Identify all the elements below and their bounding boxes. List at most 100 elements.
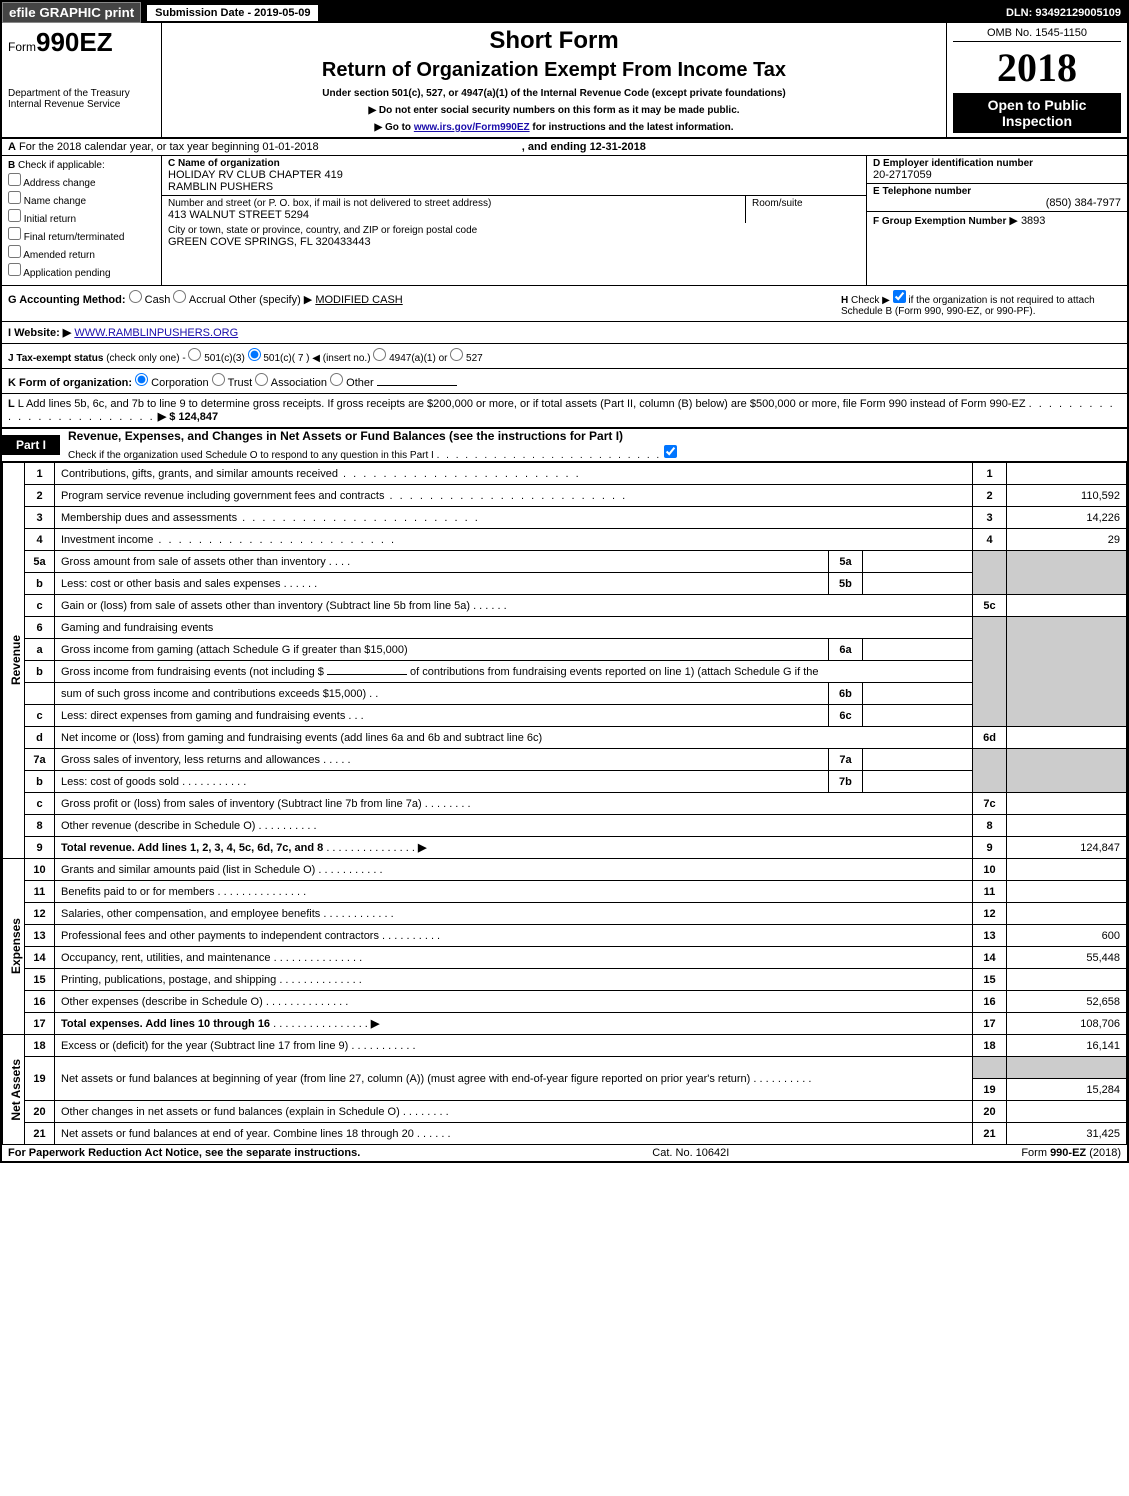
table-row: b Less: cost or other basis and sales ex… xyxy=(3,573,1127,595)
check-label: Application pending xyxy=(23,268,110,279)
line-desc: Printing, publications, postage, and shi… xyxy=(61,974,276,986)
g-label: G Accounting Method: xyxy=(8,294,126,306)
check-amended-return[interactable]: Amended return xyxy=(8,245,155,261)
part1-label: Part I xyxy=(2,435,60,455)
line-num: c xyxy=(25,595,55,617)
table-row: 15 Printing, publications, postage, and … xyxy=(3,969,1127,991)
line-num: 15 xyxy=(25,969,55,991)
table-row: 12 Salaries, other compensation, and emp… xyxy=(3,903,1127,925)
line-val: 29 xyxy=(1007,529,1127,551)
line-rnum: 14 xyxy=(973,947,1007,969)
line-num: 10 xyxy=(25,859,55,881)
return-title: Return of Organization Exempt From Incom… xyxy=(168,59,940,82)
website-link[interactable]: WWW.RAMBLINPUSHERS.ORG xyxy=(74,327,238,339)
line-rnum: 1 xyxy=(973,463,1007,485)
mid-val xyxy=(862,683,972,705)
radio-527[interactable] xyxy=(450,348,463,361)
line-desc: Occupancy, rent, utilities, and maintena… xyxy=(61,952,271,964)
line-num: c xyxy=(25,705,55,727)
line-val xyxy=(1007,903,1127,925)
table-row: Revenue 1 Contributions, gifts, grants, … xyxy=(3,463,1127,485)
check-initial-return[interactable]: Initial return xyxy=(8,209,155,225)
form-990ez: 990EZ xyxy=(36,27,113,57)
line-rnum: 21 xyxy=(973,1123,1007,1145)
line-num: c xyxy=(25,793,55,815)
efile-print-button[interactable]: efile GRAPHIC print xyxy=(2,2,141,23)
line-num: d xyxy=(25,727,55,749)
line-desc: Net assets or fund balances at beginning… xyxy=(61,1073,750,1085)
net-assets-side-label: Net Assets xyxy=(9,1059,23,1121)
check-address-change[interactable]: Address change xyxy=(8,173,155,189)
part1-table: Revenue 1 Contributions, gifts, grants, … xyxy=(2,462,1127,1145)
table-row: b Less: cost of goods sold . . . . . . .… xyxy=(3,771,1127,793)
j-opt2: 501(c)( 7 ) ◀ (insert no.) xyxy=(263,353,370,364)
header-right: OMB No. 1545-1150 2018 Open to Public In… xyxy=(947,23,1127,137)
city-value: GREEN COVE SPRINGS, FL 320433443 xyxy=(168,236,860,248)
check-final-return[interactable]: Final return/terminated xyxy=(8,227,155,243)
checkbox-initial-return[interactable] xyxy=(8,209,21,222)
radio-other[interactable] xyxy=(330,373,343,386)
room-suite-label: Room/suite xyxy=(752,198,860,209)
radio-4947[interactable] xyxy=(373,348,386,361)
table-row: 19 Net assets or fund balances at beginn… xyxy=(3,1057,1127,1079)
line-val: 16,141 xyxy=(1007,1035,1127,1057)
table-row: 17 Total expenses. Add lines 10 through … xyxy=(3,1013,1127,1035)
radio-cash[interactable] xyxy=(129,290,142,303)
k-opt1: Corporation xyxy=(151,377,208,389)
footer: For Paperwork Reduction Act Notice, see … xyxy=(2,1145,1127,1161)
line-rnum: 12 xyxy=(973,903,1007,925)
line-num: 4 xyxy=(25,529,55,551)
radio-accrual[interactable] xyxy=(173,290,186,303)
a-ending: , and ending 12-31-2018 xyxy=(522,141,646,153)
opt-cash: Cash xyxy=(145,294,171,306)
line-desc: Gross income from fundraising events (no… xyxy=(61,666,324,678)
table-row: 2 Program service revenue including gove… xyxy=(3,485,1127,507)
line-desc: sum of such gross income and contributio… xyxy=(61,688,366,700)
j-opt4: 527 xyxy=(466,353,483,364)
k-opt4: Other xyxy=(346,377,374,389)
radio-501c[interactable] xyxy=(248,348,261,361)
line-val xyxy=(1007,881,1127,903)
radio-corporation[interactable] xyxy=(135,373,148,386)
line-num: 5a xyxy=(25,551,55,573)
dept-line1: Department of the Treasury xyxy=(8,88,155,99)
line-val: 15,284 xyxy=(1007,1079,1127,1101)
line-num: 14 xyxy=(25,947,55,969)
row-i: I Website: ▶ WWW.RAMBLINPUSHERS.ORG xyxy=(2,322,1127,344)
check-name-change[interactable]: Name change xyxy=(8,191,155,207)
line-desc: Other expenses (describe in Schedule O) xyxy=(61,996,263,1008)
line-rnum: 19 xyxy=(973,1079,1007,1101)
checkbox-application-pending[interactable] xyxy=(8,263,21,276)
line-num: 17 xyxy=(25,1013,55,1035)
line-num: 2 xyxy=(25,485,55,507)
footer-right: Form 990-EZ (2018) xyxy=(1021,1147,1121,1159)
table-row: Expenses 10 Grants and similar amounts p… xyxy=(3,859,1127,881)
checkbox-h[interactable] xyxy=(893,290,906,303)
radio-association[interactable] xyxy=(255,373,268,386)
table-row: 6 Gaming and fundraising events xyxy=(3,617,1127,639)
irs-link[interactable]: www.irs.gov/Form990EZ xyxy=(414,122,530,133)
part1-title: Revenue, Expenses, and Changes in Net As… xyxy=(60,429,677,461)
checkbox-schedule-o[interactable] xyxy=(664,445,677,458)
line-num: b xyxy=(25,573,55,595)
h-label: H xyxy=(841,295,848,306)
checkbox-name-change[interactable] xyxy=(8,191,21,204)
checkbox-amended-return[interactable] xyxy=(8,245,21,258)
mid-num: 5b xyxy=(828,573,862,595)
table-row: Net Assets 18 Excess or (deficit) for th… xyxy=(3,1035,1127,1057)
radio-trust[interactable] xyxy=(212,373,225,386)
header-grid: Form990EZ Department of the Treasury Int… xyxy=(2,23,1127,139)
right-info-column: D Employer identification number 20-2717… xyxy=(867,156,1127,285)
table-row: 13 Professional fees and other payments … xyxy=(3,925,1127,947)
part1-sub: Check if the organization used Schedule … xyxy=(68,445,677,461)
dln-label: DLN: 93492129005109 xyxy=(1006,7,1127,19)
under-section: Under section 501(c), 527, or 4947(a)(1)… xyxy=(168,88,940,99)
checkbox-final-return[interactable] xyxy=(8,227,21,240)
mid-num: 7a xyxy=(828,749,862,771)
line-desc: Excess or (deficit) for the year (Subtra… xyxy=(61,1040,348,1052)
tax-year: 2018 xyxy=(953,44,1121,91)
checkbox-address-change[interactable] xyxy=(8,173,21,186)
org-name-line1: HOLIDAY RV CLUB CHAPTER 419 xyxy=(168,169,860,181)
check-application-pending[interactable]: Application pending xyxy=(8,263,155,279)
radio-501c3[interactable] xyxy=(188,348,201,361)
